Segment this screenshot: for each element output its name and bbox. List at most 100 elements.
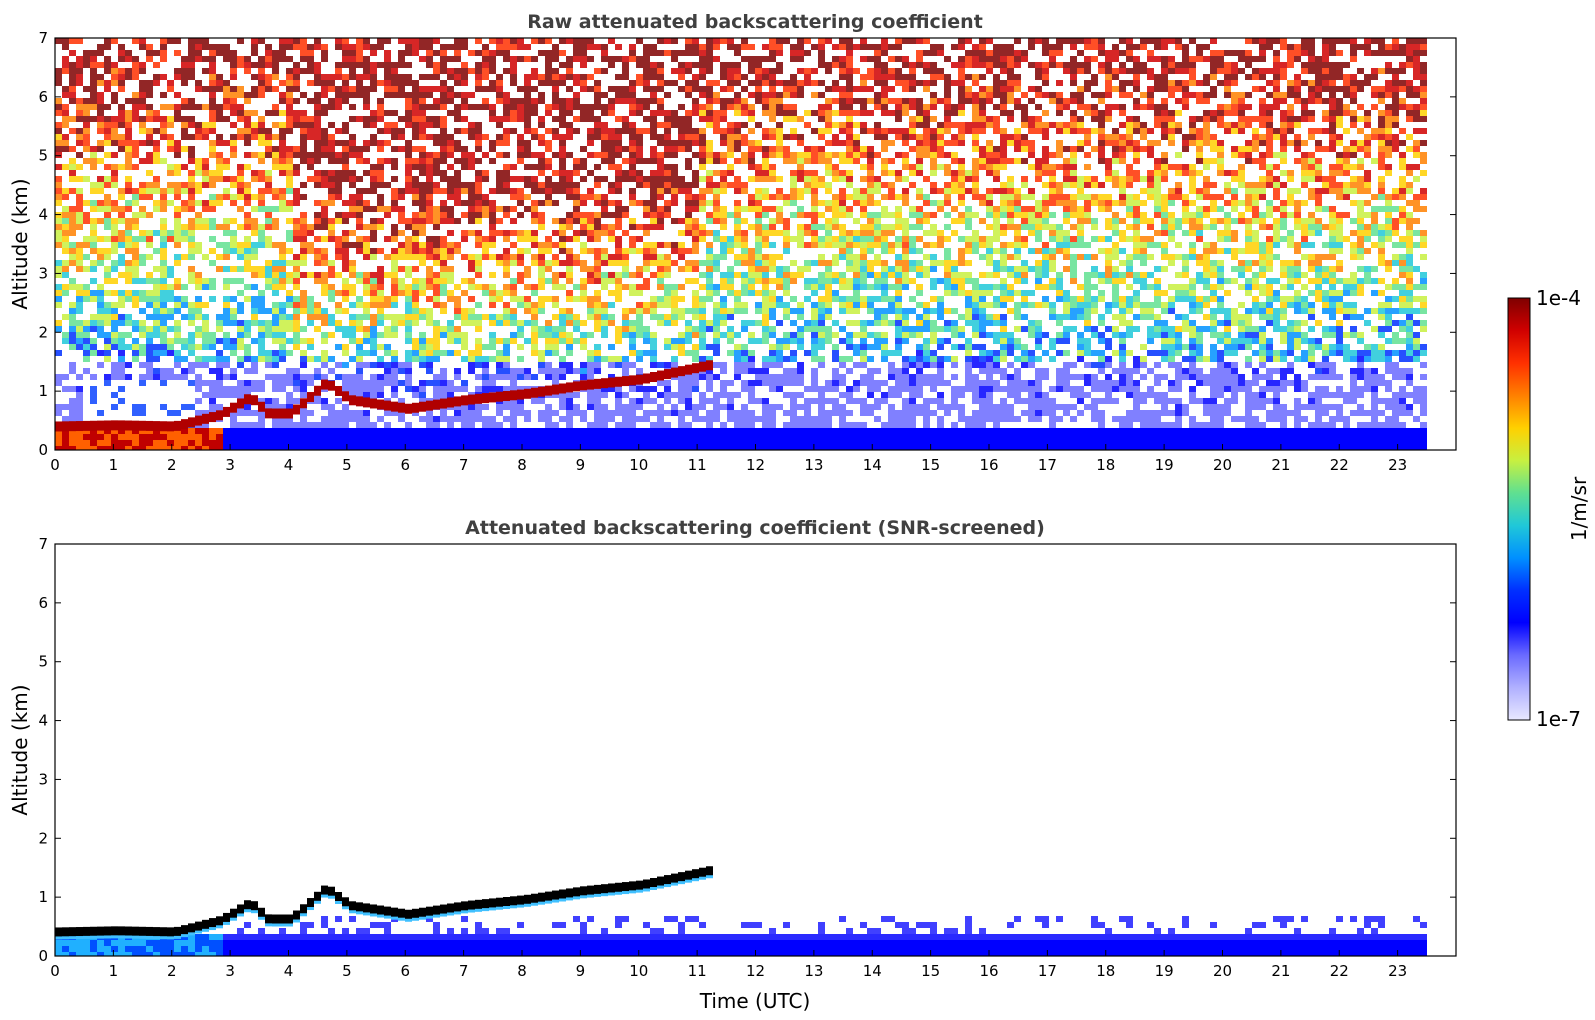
heatmap-cell bbox=[615, 182, 622, 188]
aerosol-layer-segment bbox=[139, 420, 146, 431]
heatmap-cell bbox=[559, 362, 566, 368]
heatmap-cell bbox=[125, 146, 132, 152]
heatmap-cell bbox=[713, 188, 720, 194]
heatmap-cell bbox=[244, 212, 251, 218]
heatmap-cell bbox=[573, 164, 580, 170]
heatmap-cell bbox=[790, 260, 797, 266]
heatmap-cell bbox=[517, 176, 524, 182]
heatmap-cell bbox=[433, 38, 440, 44]
heatmap-cell bbox=[356, 146, 363, 152]
heatmap-cell bbox=[643, 428, 650, 434]
heatmap-cell bbox=[580, 158, 587, 164]
heatmap-cell bbox=[482, 236, 489, 242]
heatmap-cell bbox=[566, 236, 573, 242]
heatmap-cell bbox=[594, 278, 601, 284]
heatmap-cell bbox=[622, 116, 629, 122]
heatmap-cell bbox=[335, 128, 342, 134]
heatmap-cell bbox=[202, 104, 209, 110]
heatmap-cell bbox=[636, 386, 643, 392]
heatmap-cell bbox=[636, 434, 643, 440]
heatmap-cell bbox=[734, 98, 741, 104]
heatmap-cell bbox=[188, 332, 195, 338]
heatmap-cell bbox=[314, 134, 321, 140]
heatmap-cell bbox=[181, 62, 188, 68]
heatmap-cell bbox=[118, 134, 125, 140]
heatmap-cell bbox=[496, 428, 503, 434]
heatmap-cell bbox=[265, 86, 272, 92]
heatmap-cell bbox=[475, 68, 482, 74]
heatmap-cell bbox=[237, 392, 244, 398]
heatmap-cell bbox=[650, 422, 657, 428]
heatmap-cell bbox=[97, 302, 104, 308]
heatmap-cell bbox=[783, 356, 790, 362]
heatmap-cell bbox=[377, 308, 384, 314]
heatmap-cell bbox=[230, 134, 237, 140]
heatmap-cell bbox=[510, 44, 517, 50]
heatmap-cell bbox=[391, 440, 398, 446]
heatmap-cell bbox=[342, 332, 349, 338]
heatmap-cell bbox=[538, 362, 545, 368]
heatmap-cell bbox=[300, 446, 307, 450]
heatmap-cell bbox=[706, 326, 713, 332]
heatmap-cell bbox=[510, 206, 517, 212]
heatmap-cell bbox=[370, 314, 377, 320]
aerosol-layer-segment bbox=[566, 382, 573, 393]
heatmap-cell bbox=[321, 56, 328, 62]
heatmap-cell bbox=[398, 74, 405, 80]
heatmap-cell bbox=[580, 218, 587, 224]
heatmap-cell bbox=[335, 140, 342, 146]
heatmap-cell bbox=[125, 344, 132, 350]
heatmap-cell bbox=[405, 242, 412, 248]
heatmap-cell bbox=[804, 428, 811, 434]
heatmap-cell bbox=[412, 344, 419, 350]
heatmap-cell bbox=[713, 320, 720, 326]
heatmap-cell bbox=[741, 140, 748, 146]
heatmap-cell bbox=[370, 422, 377, 428]
heatmap-cell bbox=[209, 62, 216, 68]
heatmap-cell bbox=[426, 344, 433, 350]
heatmap-cell bbox=[83, 434, 90, 440]
heatmap-cell bbox=[566, 272, 573, 278]
aerosol-layer-segment bbox=[167, 421, 174, 432]
heatmap-cell bbox=[279, 248, 286, 254]
heatmap-cell bbox=[251, 86, 258, 92]
heatmap-cell bbox=[90, 80, 97, 86]
heatmap-cell bbox=[76, 56, 83, 62]
aerosol-layer-segment bbox=[503, 391, 510, 402]
heatmap-cell bbox=[69, 446, 76, 450]
heatmap-cell bbox=[594, 416, 601, 422]
heatmap-cell bbox=[790, 194, 797, 200]
heatmap-cell bbox=[384, 74, 391, 80]
heatmap-cell bbox=[678, 284, 685, 290]
heatmap-cell bbox=[629, 344, 636, 350]
heatmap-cell bbox=[356, 440, 363, 446]
heatmap-cell bbox=[608, 302, 615, 308]
heatmap-cell bbox=[55, 410, 62, 416]
heatmap-cell bbox=[328, 356, 335, 362]
heatmap-cell bbox=[188, 116, 195, 122]
heatmap-cell bbox=[335, 410, 342, 416]
heatmap-cell bbox=[552, 104, 559, 110]
heatmap-cell bbox=[146, 278, 153, 284]
heatmap-cell bbox=[258, 236, 265, 242]
heatmap-cell bbox=[153, 350, 160, 356]
heatmap-cell bbox=[489, 374, 496, 380]
heatmap-cell bbox=[314, 116, 321, 122]
heatmap-cell bbox=[216, 404, 223, 410]
heatmap-cell bbox=[181, 206, 188, 212]
heatmap-cell bbox=[230, 266, 237, 272]
heatmap-cell bbox=[622, 308, 629, 314]
heatmap-cell bbox=[216, 428, 223, 434]
heatmap-cell bbox=[573, 212, 580, 218]
heatmap-cell bbox=[321, 212, 328, 218]
heatmap-cell bbox=[300, 416, 307, 422]
heatmap-cell bbox=[412, 200, 419, 206]
heatmap-cell bbox=[405, 272, 412, 278]
heatmap-cell bbox=[594, 446, 601, 450]
heatmap-cell bbox=[76, 266, 83, 272]
heatmap-cell bbox=[132, 98, 139, 104]
heatmap-cell bbox=[104, 38, 111, 44]
heatmap-cell bbox=[748, 260, 755, 266]
heatmap-cell bbox=[202, 56, 209, 62]
heatmap-cell bbox=[573, 428, 580, 434]
